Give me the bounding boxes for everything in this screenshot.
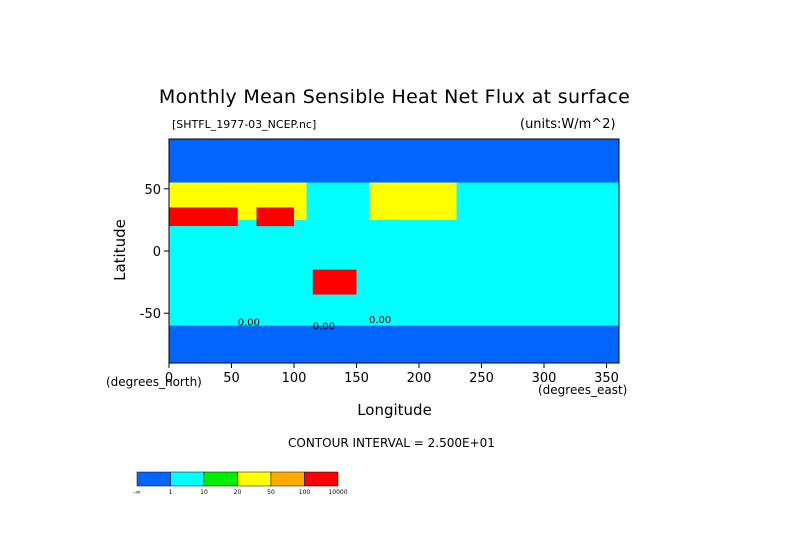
- colorbar-label: 50: [267, 489, 275, 496]
- map-area: [169, 139, 619, 363]
- x-tick-label: 350: [594, 371, 619, 386]
- flux-region: [369, 182, 457, 220]
- flux-region: [169, 325, 619, 363]
- contour-label: 0.00: [369, 315, 391, 326]
- chart-title: Monthly Mean Sensible Heat Net Flux at s…: [158, 86, 631, 108]
- file-label: [SHTFL_1977-03_NCEP.nc]: [172, 118, 317, 131]
- colorbar: -∞ 1 10 20 50 100 10000: [133, 471, 348, 496]
- x-axis-label: Longitude: [357, 401, 432, 419]
- flux-region: [169, 226, 619, 264]
- x-tick-label: 100: [282, 371, 307, 386]
- contour-label: 0.00: [238, 318, 260, 329]
- x-tick-label: 150: [344, 371, 369, 386]
- colorbar-swatch: [270, 471, 305, 487]
- x-tick-label: 200: [407, 371, 432, 386]
- x-tick-label: 0: [165, 371, 173, 386]
- flux-region: [169, 263, 619, 314]
- contour-interval-label: CONTOUR INTERVAL = 2.500E+01: [288, 436, 495, 450]
- y-tick-label: -50: [140, 307, 161, 322]
- y-tick-label: 0: [153, 245, 161, 260]
- colorbar-swatch: [170, 471, 205, 487]
- colorbar-label: 100: [299, 489, 311, 496]
- colorbar-label: 10: [200, 489, 208, 496]
- x-tick-label: 250: [469, 371, 494, 386]
- x-tick-label: 50: [223, 371, 240, 386]
- colorbar-swatch: [136, 471, 171, 487]
- units-label: (units:W/m^2): [520, 117, 616, 132]
- colorbar-label: -∞: [133, 489, 140, 496]
- colorbar-label: 10000: [328, 489, 347, 496]
- flux-region: [312, 269, 357, 295]
- x-tick-label: 300: [532, 371, 557, 386]
- flux-region: [169, 139, 619, 183]
- y-tick-label: 50: [144, 183, 161, 198]
- y-axis-unit-label: (degrees_north): [106, 375, 202, 389]
- colorbar-label: 1: [169, 489, 173, 496]
- x-axis-unit-label: (degrees_east): [538, 383, 628, 397]
- colorbar-swatch: [237, 471, 272, 487]
- contour-label: 0.00: [313, 321, 335, 332]
- flux-region: [169, 207, 238, 227]
- colorbar-label: 20: [234, 489, 242, 496]
- colorbar-swatch: [304, 471, 339, 487]
- colorbar-swatch: [203, 471, 238, 487]
